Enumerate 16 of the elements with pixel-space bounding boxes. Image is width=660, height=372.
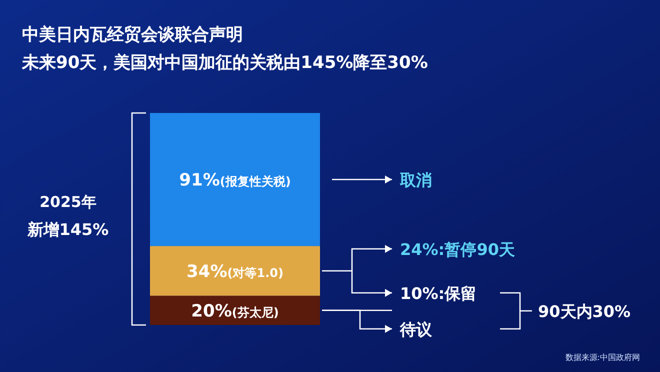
data-label: 20% bbox=[191, 301, 232, 322]
series-label: (对等1.0) bbox=[227, 266, 284, 280]
text: 待议 bbox=[399, 320, 433, 339]
text: 24%:暂停90天 bbox=[400, 240, 516, 259]
text: 新增145% bbox=[26, 220, 109, 239]
chart-subtitle: 未来90天，美国对中国加征的关税由145%降至30% bbox=[21, 53, 428, 73]
data-label: 91% bbox=[179, 170, 220, 191]
text: 取消 bbox=[399, 170, 432, 190]
text: 90天内30% bbox=[538, 302, 631, 321]
series-label: (芬太尼) bbox=[232, 305, 279, 320]
source-note: 数据来源:中国政府网 bbox=[565, 353, 640, 362]
text: 2025年 bbox=[40, 193, 96, 211]
series-label: (报复性关税) bbox=[220, 174, 291, 189]
text: 10%:保留 bbox=[400, 284, 477, 303]
chart-title: 中美日内瓦经贸会谈联合声明 bbox=[22, 25, 243, 45]
data-label: 34% bbox=[186, 262, 228, 282]
